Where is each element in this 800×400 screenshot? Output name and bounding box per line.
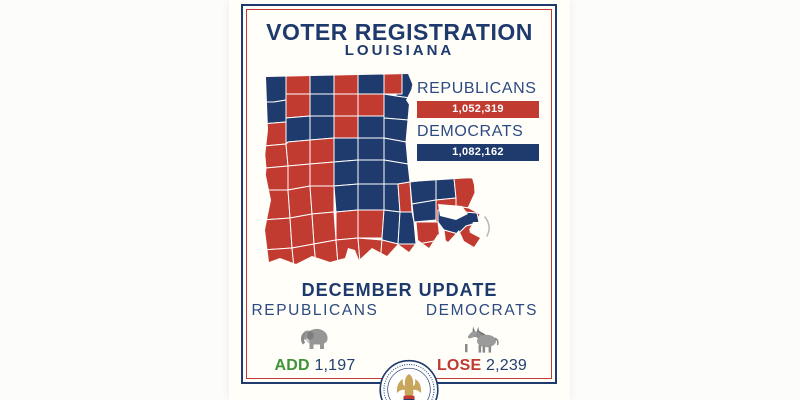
parish-cell-republican <box>417 239 441 264</box>
parish-cell-republican <box>287 185 313 219</box>
parish-cell-democrat <box>333 137 359 163</box>
pelican-emblem <box>396 374 422 399</box>
legend-democrats-value-bar: 1,082,162 <box>417 144 539 161</box>
parish-cell-democrat <box>357 74 385 95</box>
parish-cell-republican <box>291 243 317 264</box>
louisiana-parish-map <box>264 74 490 264</box>
parish-cell-republican <box>285 139 311 167</box>
parish-cell-republican <box>285 74 311 95</box>
democrats-change: LOSE 2,239 <box>402 357 562 375</box>
parish-cell-republican <box>335 237 361 264</box>
parish-cell-republican <box>395 243 419 264</box>
parish-cell-republican <box>309 161 335 187</box>
parish-cell-republican <box>311 211 337 245</box>
parish-cell-republican <box>415 221 441 245</box>
parish-cell-democrat <box>357 159 385 185</box>
parish-cell-democrat <box>309 115 335 141</box>
page-title: VOTER REGISTRATION <box>266 19 533 45</box>
parish-cell-republican <box>453 177 476 209</box>
parish-cell-republican <box>357 93 385 117</box>
parish-cell-republican <box>397 181 413 213</box>
parish-cell-democrat <box>381 209 401 245</box>
republicans-change-verb: ADD <box>274 357 310 374</box>
parish-cell-democrat <box>411 199 437 223</box>
legend-republicans-value-bar: 1,052,319 <box>417 101 539 118</box>
parish-cell-republican <box>383 74 403 95</box>
parish-cell-republican <box>313 239 339 264</box>
parish-cell-republican <box>309 137 335 165</box>
parish-cell-republican <box>357 209 385 239</box>
parish-cell-republican <box>264 189 291 221</box>
parish-cell-republican <box>333 74 359 95</box>
page-subtitle: LOUISIANA <box>344 42 455 59</box>
parish-cell-democrat <box>357 115 385 139</box>
december-update-heading: DECEMBER UPDATE <box>301 280 498 300</box>
infographic-page: VOTER REGISTRATION LOUISIANA REPUBLICANS… <box>229 0 570 400</box>
parish-cell-republican <box>379 239 399 264</box>
parish-cell-republican <box>357 237 383 264</box>
parish-cell-republican <box>264 217 293 251</box>
parish-cell-democrat <box>285 115 311 145</box>
update-democrats-label: DEMOCRATS <box>425 302 539 319</box>
parish-cell-democrat <box>264 99 287 125</box>
parish-cell-republican <box>285 93 311 119</box>
lake-pontchartrain-shape <box>438 204 468 220</box>
parish-cell-democrat <box>435 177 457 201</box>
parish-cell-republican <box>309 185 335 215</box>
elephant-icon <box>235 324 395 354</box>
parish-cell-democrat <box>397 211 417 245</box>
legend-republicans-label: REPUBLICANS <box>417 80 537 97</box>
update-republicans-column: REPUBLICANS ADD 1,197 <box>235 303 395 375</box>
registration-legend: REPUBLICANS 1,052,319 DEMOCRATS 1,082,16… <box>417 81 541 161</box>
parish-cell-republican <box>289 213 315 249</box>
parish-cell-republican <box>333 93 359 117</box>
parish-cell-democrat <box>309 93 335 117</box>
louisiana-party-seal <box>379 359 439 400</box>
parish-cell-democrat <box>357 137 385 161</box>
parish-cell-democrat <box>309 74 335 95</box>
democrats-change-value: 2,239 <box>485 357 528 374</box>
parish-cell-republican <box>335 209 359 241</box>
seal-microtext-ring <box>383 363 435 400</box>
parish-cell-democrat <box>333 183 359 213</box>
legend-democrats-label: DEMOCRATS <box>417 123 524 140</box>
parish-cell-democrat <box>383 183 401 213</box>
parish-cell-republican <box>333 115 359 139</box>
parish-cell-democrat <box>333 159 359 187</box>
republicans-change: ADD 1,197 <box>235 357 395 375</box>
parish-cell-democrat <box>383 159 411 185</box>
parish-cell-democrat <box>357 183 385 211</box>
chandeleur-islands-arc <box>484 216 490 237</box>
parish-cell-democrat <box>383 93 411 121</box>
seal-elephant-mark <box>403 395 415 400</box>
parish-cell-republican <box>264 121 287 147</box>
donkey-icon <box>402 324 562 354</box>
update-republicans-label: REPUBLICANS <box>251 302 379 319</box>
republicans-change-value: 1,197 <box>314 357 356 374</box>
parish-cell-republican <box>264 165 289 191</box>
parish-cell-republican <box>264 247 295 264</box>
parish-cell-republican <box>264 143 289 169</box>
parish-cell-democrat <box>264 74 287 103</box>
update-democrats-column: DEMOCRATS LOSE 2,239 <box>402 303 562 375</box>
democrats-change-verb: LOSE <box>436 357 482 374</box>
